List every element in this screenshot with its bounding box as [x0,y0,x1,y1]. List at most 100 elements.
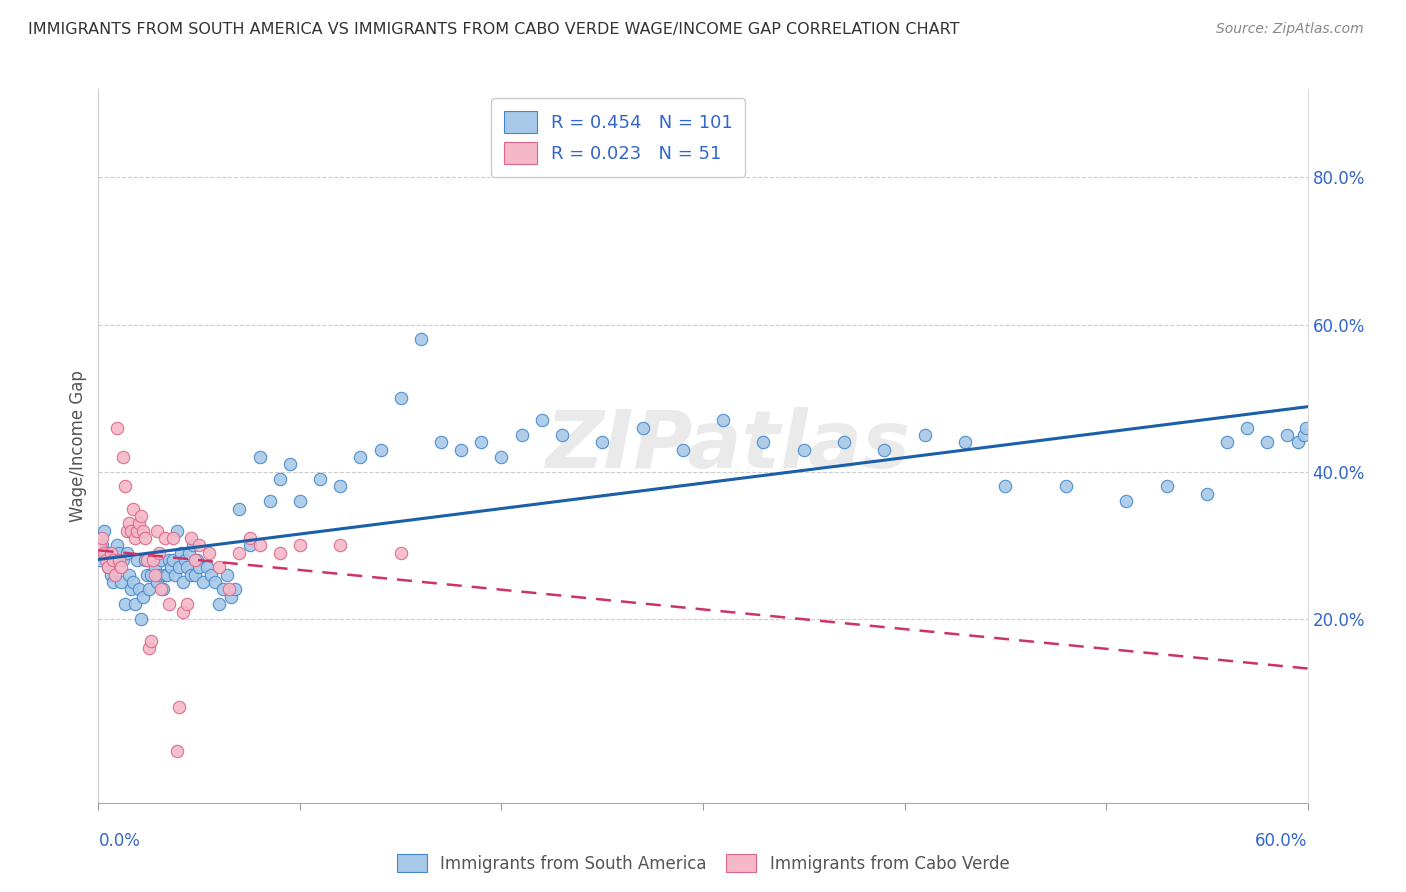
Point [166,524,188,538]
Point [170,546,193,560]
Point [176,597,198,611]
Point [278,458,301,472]
Point [228,546,250,560]
Point [139,567,162,582]
Point [188,560,211,574]
Point [200,567,222,582]
Point [157,597,180,611]
Point [269,472,291,486]
Point [167,560,190,574]
Point [1277,428,1299,442]
Point [89,553,111,567]
Point [184,553,207,567]
Point [370,442,392,457]
Point [166,744,188,758]
Point [208,560,231,574]
Point [153,567,176,582]
Point [93,524,115,538]
Text: Source: ZipAtlas.com: Source: ZipAtlas.com [1216,22,1364,37]
Point [832,435,855,450]
Point [450,442,472,457]
Point [259,494,281,508]
Point [329,538,352,552]
Point [105,420,128,434]
Point [873,442,896,457]
Point [114,479,136,493]
Point [430,435,453,450]
Point [91,538,114,552]
Point [212,582,235,597]
Text: ZIPatlas: ZIPatlas [544,407,910,485]
Point [124,597,146,611]
Point [142,553,165,567]
Point [107,546,129,560]
Point [96,553,118,567]
Point [100,567,122,582]
Point [103,553,125,567]
Point [91,531,114,545]
Point [120,524,142,538]
Point [135,567,157,582]
Point [115,524,138,538]
Point [711,413,734,427]
Point [1054,479,1077,493]
Text: 0.0%: 0.0% [98,832,141,850]
Point [146,575,169,590]
Point [172,575,194,590]
Point [100,546,122,560]
Point [115,546,138,560]
Point [149,582,172,597]
Point [309,472,332,486]
Point [217,567,239,582]
Point [221,590,243,604]
Point [631,420,654,434]
Point [121,501,143,516]
Point [132,590,155,604]
Point [129,612,152,626]
Point [914,428,936,442]
Point [93,546,115,560]
Point [195,560,218,574]
Point [162,553,184,567]
Legend: Immigrants from South America, Immigrants from Cabo Verde: Immigrants from South America, Immigrant… [389,847,1017,880]
Point [180,567,202,582]
Text: IMMIGRANTS FROM SOUTH AMERICA VS IMMIGRANTS FROM CABO VERDE WAGE/INCOME GAP CORR: IMMIGRANTS FROM SOUTH AMERICA VS IMMIGRA… [28,22,960,37]
Point [1195,487,1218,501]
Point [143,560,166,574]
Point [128,582,150,597]
Point [146,524,169,538]
Point [180,531,202,545]
Point [269,546,291,560]
Point [163,567,186,582]
Point [118,567,141,582]
Point [89,538,111,552]
Point [134,553,156,567]
Point [118,516,141,531]
Point [120,582,142,597]
Point [129,508,152,523]
Point [672,442,695,457]
Point [128,516,150,531]
Point [224,582,246,597]
Point [160,560,183,574]
Point [349,450,371,464]
Point [1292,428,1315,442]
Point [249,450,271,464]
Point [132,524,155,538]
Point [111,450,134,464]
Point [124,531,146,545]
Point [157,553,180,567]
Point [105,538,128,552]
Point [198,546,221,560]
Text: 60.0%: 60.0% [1256,832,1308,850]
Point [793,442,815,457]
Point [591,435,613,450]
Point [409,332,432,346]
Point [125,524,148,538]
Point [389,546,412,560]
Point [389,391,412,405]
Point [530,413,553,427]
Y-axis label: Wage/Income Gap: Wage/Income Gap [69,370,87,522]
Point [152,582,174,597]
Point [135,553,157,567]
